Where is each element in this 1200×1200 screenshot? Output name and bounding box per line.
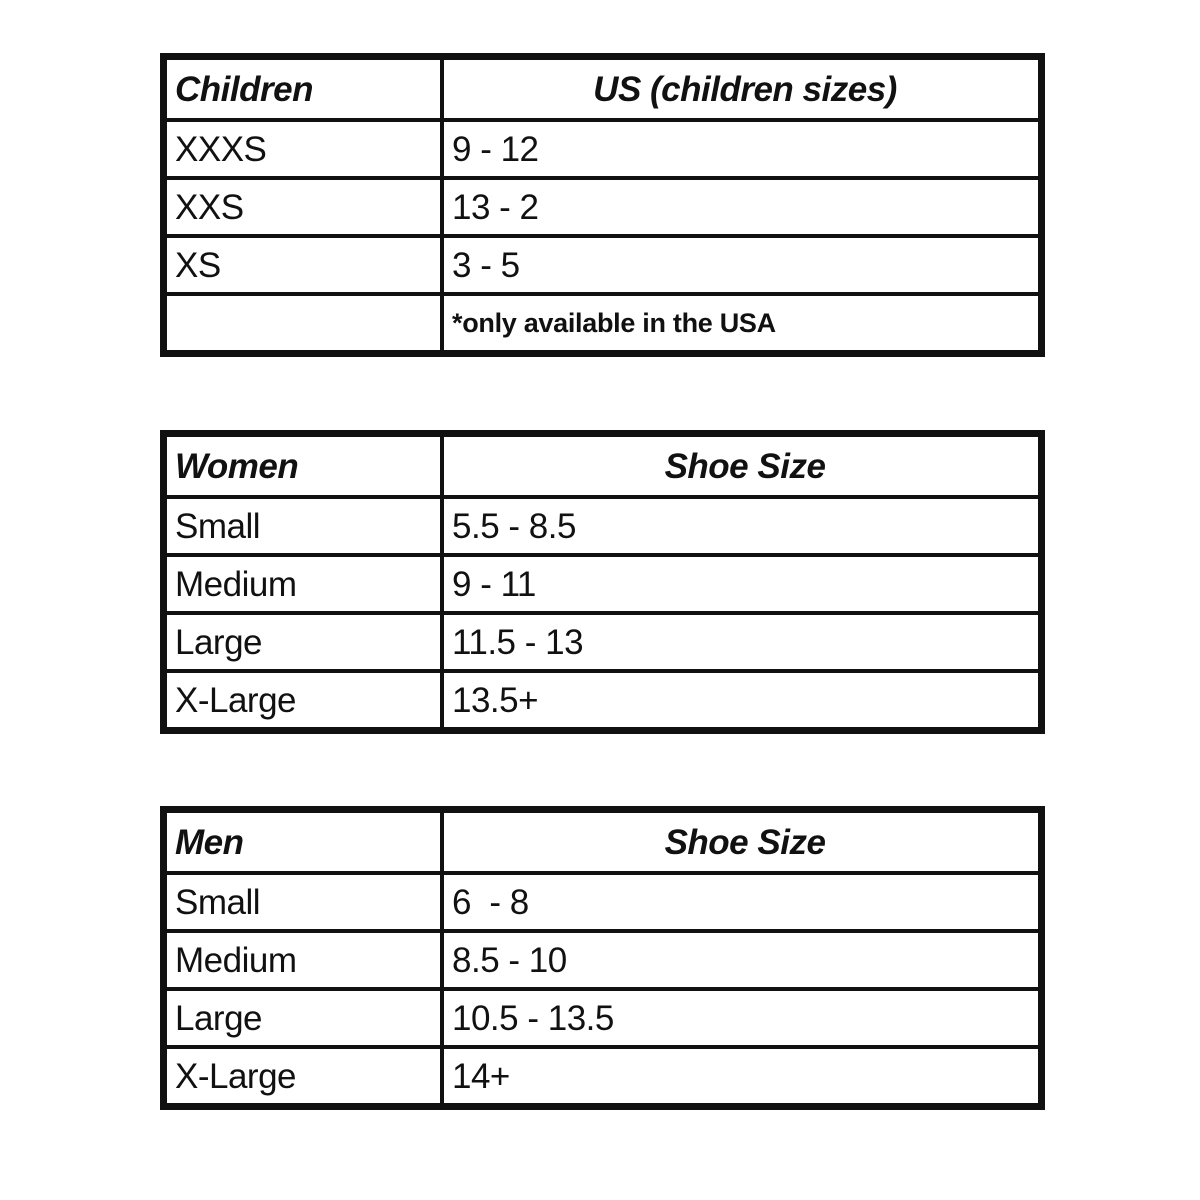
table-row: Medium 8.5 - 10 [161, 929, 1044, 991]
header-cell: Women [161, 431, 444, 499]
table-row: Large 10.5 - 13.5 [161, 987, 1044, 1049]
size-cell: Large [161, 987, 444, 1049]
children-size-table: Children US (children sizes) XXXS 9 - 12 … [160, 53, 1045, 357]
table-row: XXS 13 - 2 [161, 176, 1044, 238]
table-header-row: Women Shoe Size [161, 431, 1044, 499]
table-row: Small 6 - 8 [161, 871, 1044, 933]
size-cell: XXS [161, 176, 444, 238]
size-cell: X-Large [161, 669, 444, 733]
table-row: *only available in the USA [161, 292, 1044, 356]
table-row: X-Large 14+ [161, 1045, 1044, 1109]
header-cell: Shoe Size [440, 431, 1044, 499]
range-cell: 8.5 - 10 [440, 929, 1044, 991]
range-cell: 5.5 - 8.5 [440, 495, 1044, 557]
range-cell: 14+ [440, 1045, 1044, 1109]
range-cell: 10.5 - 13.5 [440, 987, 1044, 1049]
range-cell: 3 - 5 [440, 234, 1044, 296]
size-cell: Medium [161, 929, 444, 991]
size-cell: Medium [161, 553, 444, 615]
men-size-table: Men Shoe Size Small 6 - 8 Medium 8.5 - 10 … [160, 806, 1045, 1110]
table-row: XXXS 9 - 12 [161, 118, 1044, 180]
range-cell: 9 - 11 [440, 553, 1044, 615]
range-cell: 13.5+ [440, 669, 1044, 733]
women-size-table: Women Shoe Size Small 5.5 - 8.5 Medium 9 -… [160, 430, 1045, 734]
header-cell: US (children sizes) [440, 54, 1044, 122]
table-header-row: Men Shoe Size [161, 807, 1044, 875]
header-cell: Shoe Size [440, 807, 1044, 875]
header-cell: Children [161, 54, 444, 122]
header-cell: Men [161, 807, 444, 875]
table-row: Small 5.5 - 8.5 [161, 495, 1044, 557]
range-cell: 9 - 12 [440, 118, 1044, 180]
size-cell: XS [161, 234, 444, 296]
size-cell: Small [161, 495, 444, 557]
size-cell [161, 292, 444, 356]
range-cell: 11.5 - 13 [440, 611, 1044, 673]
table-row: XS 3 - 5 [161, 234, 1044, 296]
size-cell: Large [161, 611, 444, 673]
table-row: Medium 9 - 11 [161, 553, 1044, 615]
size-cell: XXXS [161, 118, 444, 180]
range-cell: 6 - 8 [440, 871, 1044, 933]
table-header-row: Children US (children sizes) [161, 54, 1044, 122]
range-cell: 13 - 2 [440, 176, 1044, 238]
availability-note: *only available in the USA [440, 292, 1044, 356]
table-row: Large 11.5 - 13 [161, 611, 1044, 673]
size-cell: X-Large [161, 1045, 444, 1109]
size-cell: Small [161, 871, 444, 933]
table-row: X-Large 13.5+ [161, 669, 1044, 733]
